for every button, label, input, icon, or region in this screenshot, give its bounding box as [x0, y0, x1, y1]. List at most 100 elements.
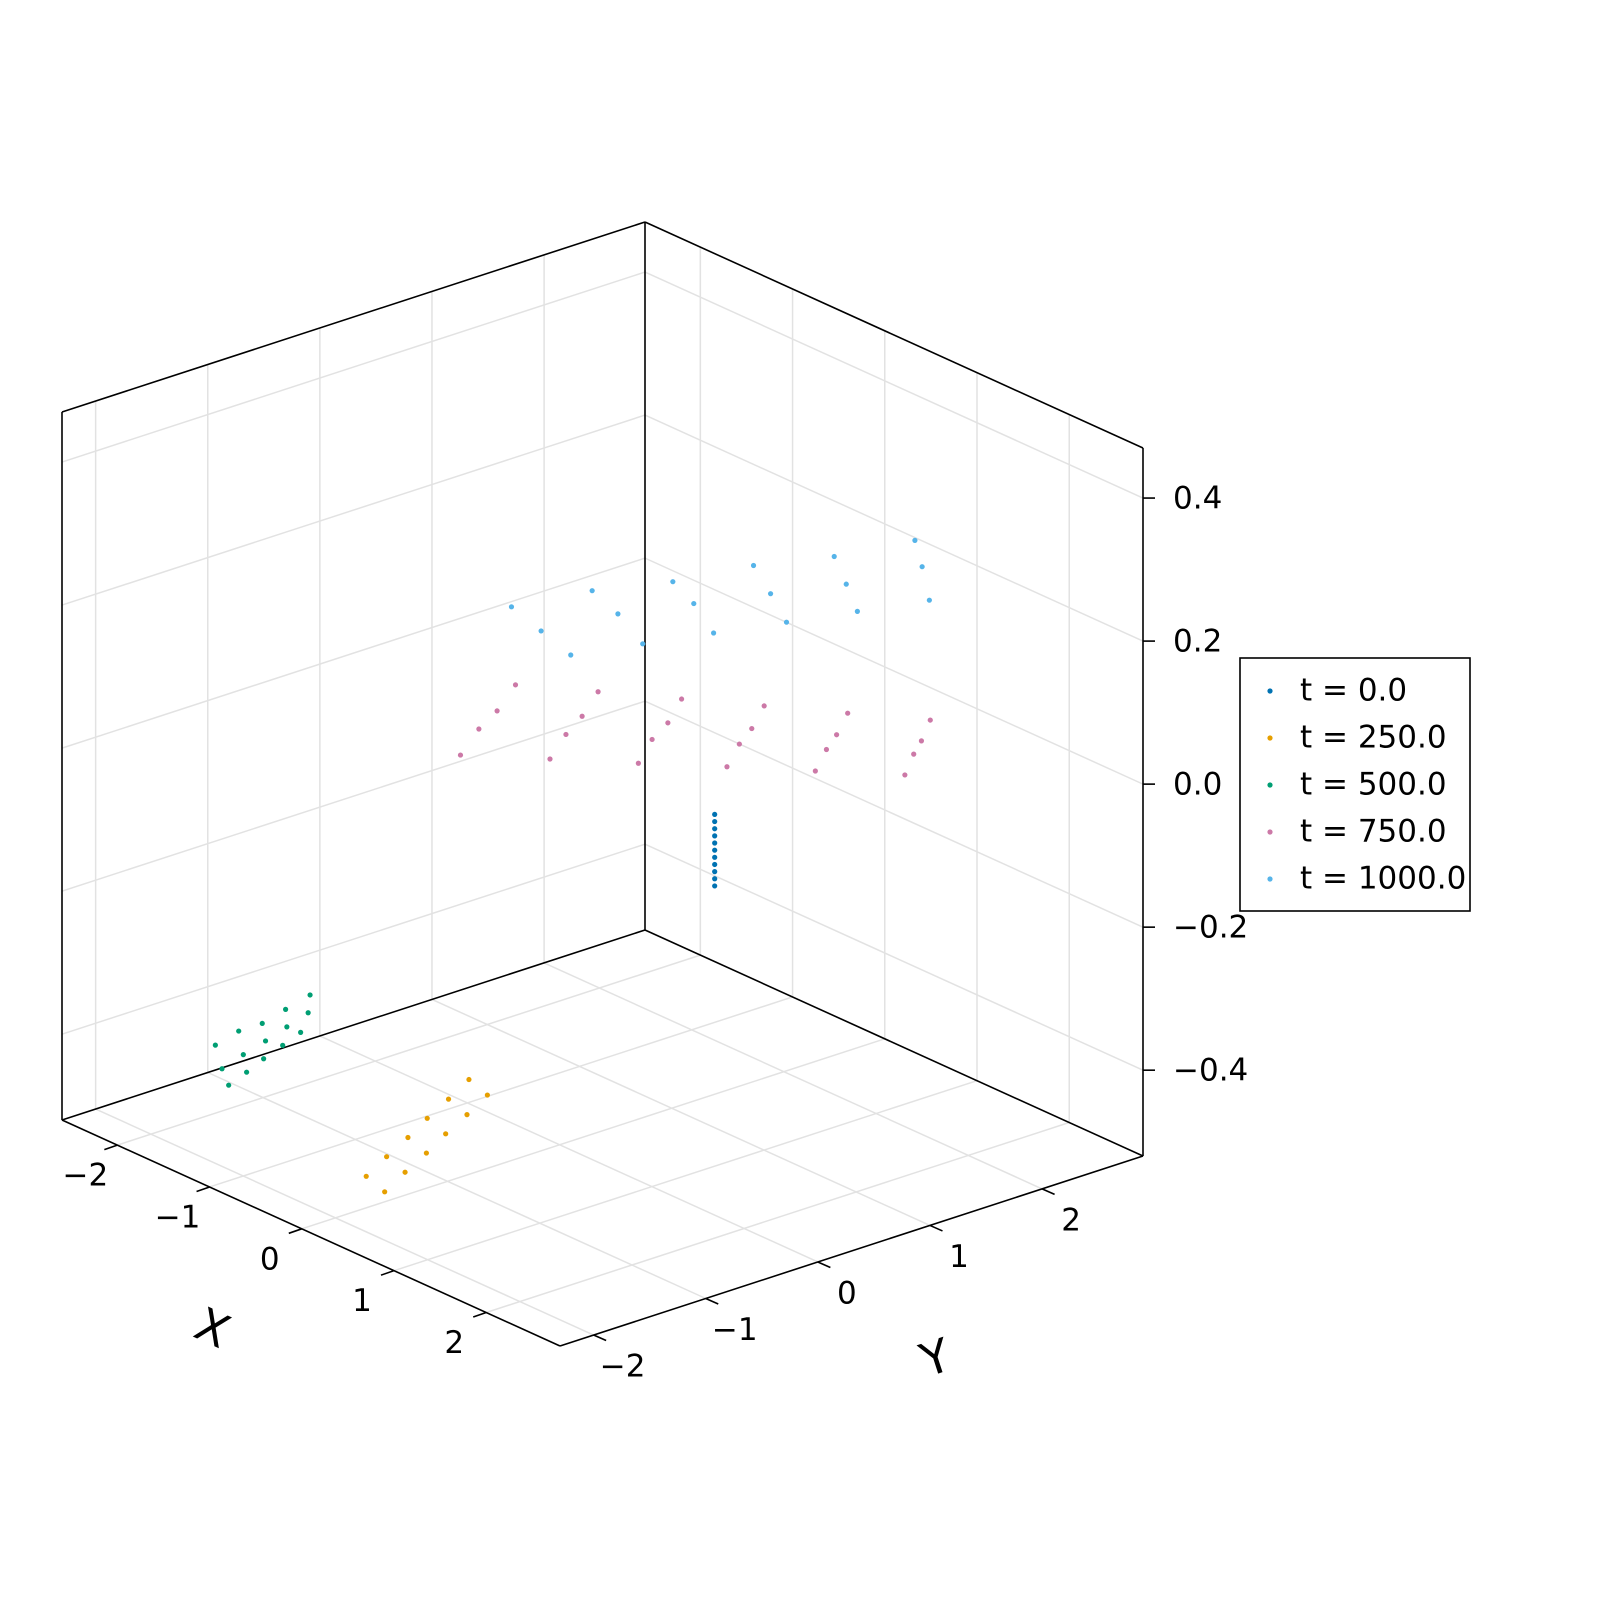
grid-line: [61, 271, 646, 463]
grid-line: [644, 271, 1144, 499]
point: [280, 1042, 286, 1048]
legend-marker: [1267, 876, 1273, 882]
point: [494, 708, 500, 714]
point: [212, 1042, 218, 1048]
point: [423, 1150, 429, 1156]
point: [307, 992, 313, 998]
z-tick-label: 0.0: [1173, 767, 1222, 803]
point: [261, 1056, 267, 1062]
series: [457, 682, 933, 778]
point: [767, 591, 774, 597]
y-tick: [705, 1297, 719, 1305]
point: [568, 652, 574, 658]
series: [363, 1076, 490, 1195]
x-tick: [380, 1269, 395, 1276]
y-tick: [929, 1224, 943, 1232]
x-tick: [196, 1186, 210, 1193]
point: [589, 588, 595, 594]
point: [382, 1189, 388, 1195]
y-tick-label: −2: [600, 1349, 646, 1385]
x-tick: [104, 1144, 118, 1151]
point: [236, 1028, 242, 1034]
legend: t = 0.0 t = 250.0 t = 500.0 t = 750.0 t = 10…: [1239, 657, 1471, 912]
point: [547, 756, 553, 762]
point: [712, 833, 718, 839]
point: [538, 628, 544, 634]
y-tick: [1041, 1188, 1055, 1196]
point: [750, 562, 757, 569]
point: [262, 1038, 269, 1044]
grid-line: [61, 843, 646, 1035]
point: [823, 746, 830, 753]
grid-line: [485, 1121, 1070, 1314]
series: [712, 811, 718, 889]
point: [466, 1076, 472, 1083]
series: [212, 992, 313, 1088]
grid-line: [209, 996, 793, 1188]
point: [445, 1096, 452, 1102]
point: [219, 1066, 225, 1072]
point: [691, 600, 697, 607]
legend-label: t = 750.0: [1300, 814, 1447, 850]
point: [512, 682, 519, 688]
point: [259, 1020, 265, 1027]
point: [282, 1006, 289, 1012]
point: [918, 738, 925, 744]
point: [640, 641, 646, 647]
legend-label: t = 250.0: [1300, 720, 1447, 756]
grid-line: [319, 1035, 819, 1263]
axis-frame: [61, 1119, 561, 1347]
point: [443, 1131, 449, 1137]
legend-box: [1239, 657, 1471, 912]
grid-line: [393, 1079, 978, 1272]
y-tick: [817, 1261, 831, 1269]
grid-line: [644, 414, 1144, 642]
legend-marker: [1267, 735, 1273, 741]
point: [226, 1082, 232, 1088]
x-tick-label: 2: [444, 1325, 464, 1361]
point: [670, 579, 676, 585]
point: [783, 619, 790, 625]
axis-frame: [61, 929, 646, 1121]
grid: [61, 247, 1144, 1336]
point: [761, 703, 767, 709]
point: [284, 1024, 290, 1030]
grid-line: [61, 557, 646, 749]
point: [712, 861, 718, 868]
point: [712, 818, 718, 825]
axis-frame: [644, 929, 1144, 1157]
point: [812, 768, 818, 774]
grid-line: [61, 414, 646, 606]
point: [678, 696, 685, 702]
point: [405, 1134, 411, 1141]
point: [508, 604, 515, 610]
y-tick-label: 2: [1061, 1202, 1081, 1238]
point: [635, 760, 641, 766]
x-tick: [288, 1228, 303, 1235]
y-tick-label: −1: [712, 1312, 758, 1348]
point: [843, 581, 849, 587]
point: [749, 725, 755, 732]
point: [911, 751, 917, 757]
grid-line: [431, 998, 931, 1227]
point: [912, 537, 918, 543]
z-tick-label: −0.2: [1173, 910, 1248, 946]
y-tick-label: 1: [949, 1239, 969, 1275]
point: [298, 1029, 304, 1036]
x-tick-label: −2: [62, 1158, 108, 1194]
point: [563, 731, 569, 738]
point: [595, 689, 601, 695]
point: [649, 736, 655, 743]
point: [244, 1069, 250, 1075]
point: [424, 1115, 430, 1121]
x-tick: [472, 1311, 487, 1318]
point: [712, 826, 718, 832]
z-tick-label: −0.4: [1173, 1053, 1248, 1089]
point: [926, 597, 932, 603]
axis-frame: [644, 221, 1144, 449]
point: [854, 608, 860, 614]
legend-label: t = 500.0: [1300, 767, 1447, 803]
point: [724, 764, 730, 770]
point: [845, 710, 851, 716]
